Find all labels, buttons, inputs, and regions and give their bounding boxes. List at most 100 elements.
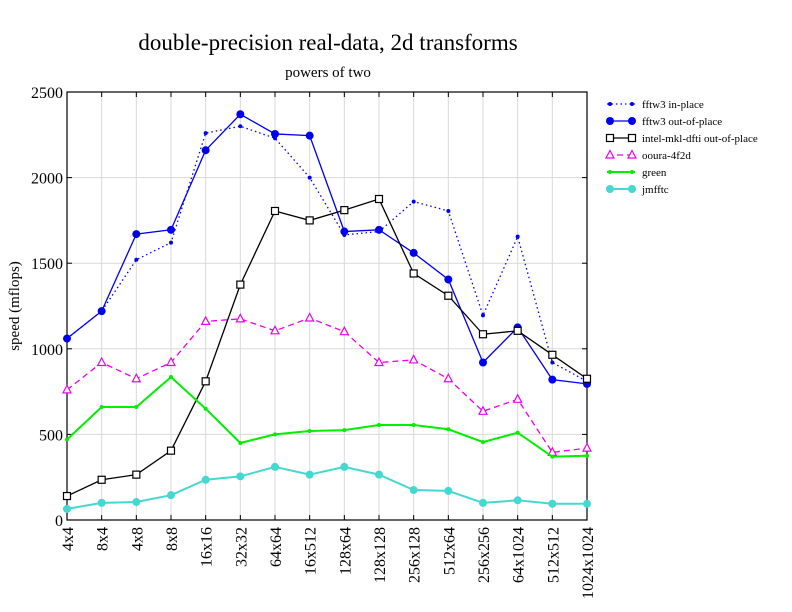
- data-point: [409, 486, 418, 495]
- data-point: [478, 405, 488, 415]
- data-point: [236, 110, 245, 119]
- data-point: [271, 129, 279, 138]
- data-point: [411, 422, 416, 427]
- legend-swatch-marker: [627, 149, 637, 159]
- data-point: [97, 307, 106, 316]
- data-point: [339, 325, 350, 336]
- series-4: [65, 375, 589, 459]
- legend-item: green: [607, 167, 667, 179]
- data-point: [134, 405, 139, 410]
- data-point: [203, 131, 208, 136]
- legend-item: jmfftc: [606, 184, 669, 196]
- legend-swatch-marker: [630, 102, 634, 106]
- data-point: [409, 248, 418, 257]
- data-point: [513, 496, 522, 505]
- data-point: [235, 313, 246, 323]
- data-point: [134, 257, 139, 262]
- data-point: [512, 393, 523, 403]
- data-point: [62, 384, 72, 394]
- data-point: [201, 377, 210, 386]
- series-5: [63, 462, 591, 513]
- data-point: [481, 313, 485, 318]
- data-point: [305, 131, 314, 140]
- chart-title: double-precision real-data, 2d transform…: [138, 30, 517, 55]
- data-point: [481, 440, 485, 445]
- data-point: [377, 422, 381, 427]
- x-tick-label: 16x512: [303, 527, 320, 575]
- x-tick-label: 128x128: [372, 527, 389, 583]
- data-point: [97, 498, 106, 507]
- legend: fftw3 in-place fftw3 out-of-place intel-mk…: [605, 99, 758, 196]
- legend-label: ooura-4f2d: [642, 150, 691, 162]
- data-point: [65, 437, 69, 442]
- y-tick-label: 1500: [31, 256, 63, 273]
- y-axis-label: speed (mflops): [7, 261, 23, 351]
- data-point: [444, 291, 453, 300]
- legend-label: green: [642, 167, 667, 179]
- y-tick-label: 1000: [31, 342, 63, 359]
- data-point: [375, 225, 383, 234]
- data-point: [409, 269, 418, 278]
- series-line: [66, 113, 588, 385]
- chart-subtitle: powers of two: [285, 65, 371, 81]
- y-tick-label: 2000: [31, 171, 63, 188]
- data-point: [203, 406, 208, 411]
- x-tick-label: 32x32: [233, 527, 250, 567]
- x-axis: 4x4 8x4 4x8 8x8 16x16 32x32 64x64 16x512 128x64 1…: [60, 92, 597, 599]
- data-point: [169, 375, 173, 380]
- series-line: [66, 465, 587, 510]
- data-point: [270, 325, 280, 335]
- plot-frame: [66, 91, 588, 521]
- x-tick-label: 16x16: [199, 527, 216, 567]
- data-point: [411, 199, 416, 204]
- data-point: [446, 427, 451, 432]
- data-point: [340, 206, 349, 215]
- x-tick-label: 256x256: [476, 527, 493, 583]
- legend-label: fftw3 out-of-place: [642, 116, 722, 128]
- data-point: [132, 470, 141, 479]
- series-3: [62, 312, 592, 456]
- legend-item: ooura-4f2d: [605, 149, 691, 162]
- data-point: [307, 175, 312, 180]
- data-point: [585, 453, 589, 458]
- data-point: [305, 470, 314, 479]
- data-point: [166, 446, 176, 455]
- legend-label: jmfftc: [641, 184, 669, 196]
- data-point: [478, 330, 488, 339]
- data-point: [444, 275, 453, 284]
- data-point: [132, 498, 141, 507]
- series-line: [66, 198, 588, 497]
- data-point: [273, 432, 277, 437]
- data-point: [238, 124, 243, 129]
- series: [62, 110, 592, 513]
- x-tick-label: 64x1024: [511, 527, 528, 583]
- data-point: [96, 356, 107, 367]
- data-point: [479, 498, 487, 507]
- data-point: [201, 146, 210, 155]
- y-tick-label: 500: [39, 427, 63, 444]
- data-point: [270, 206, 280, 216]
- data-point: [167, 491, 175, 500]
- series-1: [63, 110, 591, 388]
- data-point: [515, 430, 520, 435]
- legend-swatch-marker: [605, 149, 615, 159]
- data-point: [548, 375, 557, 384]
- data-point: [443, 372, 454, 383]
- data-point: [582, 374, 592, 383]
- data-point: [548, 350, 557, 359]
- data-point: [583, 499, 591, 508]
- data-point: [548, 499, 557, 508]
- data-point: [479, 358, 487, 367]
- data-point: [304, 312, 315, 322]
- x-tick-label: 256x128: [407, 527, 424, 583]
- x-tick-label: 512x64: [441, 527, 458, 575]
- data-point: [200, 315, 211, 326]
- series-line: [66, 375, 588, 458]
- data-point: [236, 280, 245, 289]
- data-point: [550, 360, 555, 365]
- data-point: [342, 428, 347, 433]
- legend-swatch-marker: [608, 170, 612, 174]
- data-point: [169, 240, 173, 245]
- legend-swatch-marker: [630, 170, 634, 174]
